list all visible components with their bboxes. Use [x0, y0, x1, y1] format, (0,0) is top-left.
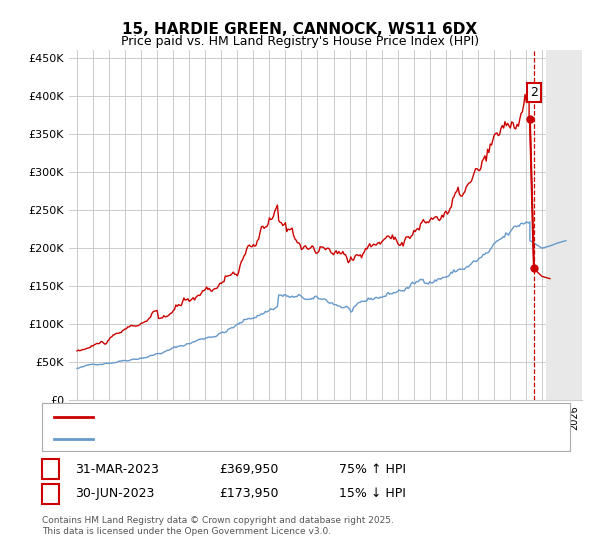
Text: 75% ↑ HPI: 75% ↑ HPI — [339, 463, 406, 476]
Text: 30-JUN-2023: 30-JUN-2023 — [75, 487, 154, 501]
Bar — [546, 50, 582, 400]
Text: Price paid vs. HM Land Registry's House Price Index (HPI): Price paid vs. HM Land Registry's House … — [121, 35, 479, 48]
Text: 2: 2 — [46, 487, 55, 501]
Text: 31-MAR-2023: 31-MAR-2023 — [75, 463, 159, 476]
Bar — [546, 50, 582, 400]
Text: 2: 2 — [530, 86, 538, 99]
Text: 15, HARDIE GREEN, CANNOCK, WS11 6DX: 15, HARDIE GREEN, CANNOCK, WS11 6DX — [122, 22, 478, 38]
Text: £369,950: £369,950 — [219, 463, 278, 476]
Text: 15% ↓ HPI: 15% ↓ HPI — [339, 487, 406, 501]
Text: £173,950: £173,950 — [219, 487, 278, 501]
Text: Contains HM Land Registry data © Crown copyright and database right 2025.
This d: Contains HM Land Registry data © Crown c… — [42, 516, 394, 536]
Text: 15, HARDIE GREEN, CANNOCK, WS11 6DX (semi-detached house): 15, HARDIE GREEN, CANNOCK, WS11 6DX (sem… — [99, 412, 466, 422]
Text: HPI: Average price, semi-detached house, Cannock Chase: HPI: Average price, semi-detached house,… — [99, 434, 422, 444]
Text: 1: 1 — [46, 463, 55, 476]
